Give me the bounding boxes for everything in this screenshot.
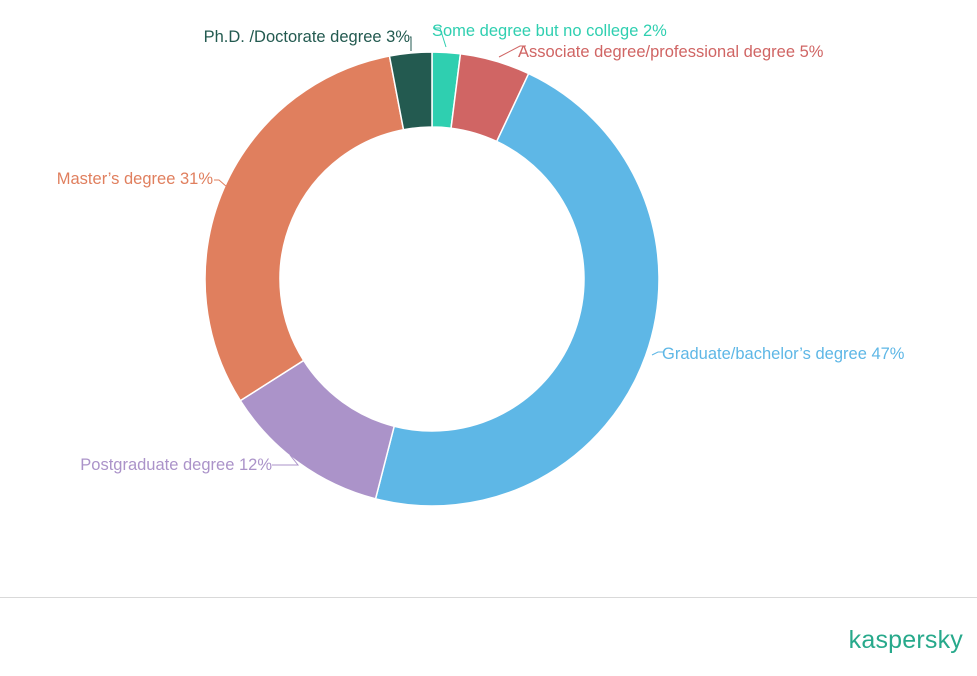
slice-label: Associate degree/professional degree 5% (518, 43, 824, 61)
leader-line (214, 179, 228, 188)
slice-label: Some degree but no college 2% (432, 22, 667, 40)
leader-line (433, 27, 447, 48)
slices-group (204, 51, 660, 507)
donut-slice (388, 51, 433, 131)
leader-lines-group (214, 27, 663, 466)
donut-chart: Some degree but no college 2% Associate d… (57, 22, 905, 507)
leader-line (651, 351, 663, 356)
footer-divider (0, 597, 977, 598)
donut-slice (204, 55, 405, 402)
slice-label: Ph.D. /Doctorate degree 3% (204, 28, 411, 46)
leader-line (410, 36, 412, 51)
leader-line (272, 454, 300, 466)
slice-label: Graduate/bachelor’s degree 47% (662, 345, 905, 363)
leader-line (498, 45, 526, 58)
slice-label: Postgraduate degree 12% (80, 456, 272, 474)
donut-slice (374, 72, 660, 507)
labels-group: Some degree but no college 2% Associate d… (57, 22, 905, 474)
slice-label: Master’s degree 31% (57, 170, 214, 188)
brand-logo: kaspersky (848, 626, 963, 654)
